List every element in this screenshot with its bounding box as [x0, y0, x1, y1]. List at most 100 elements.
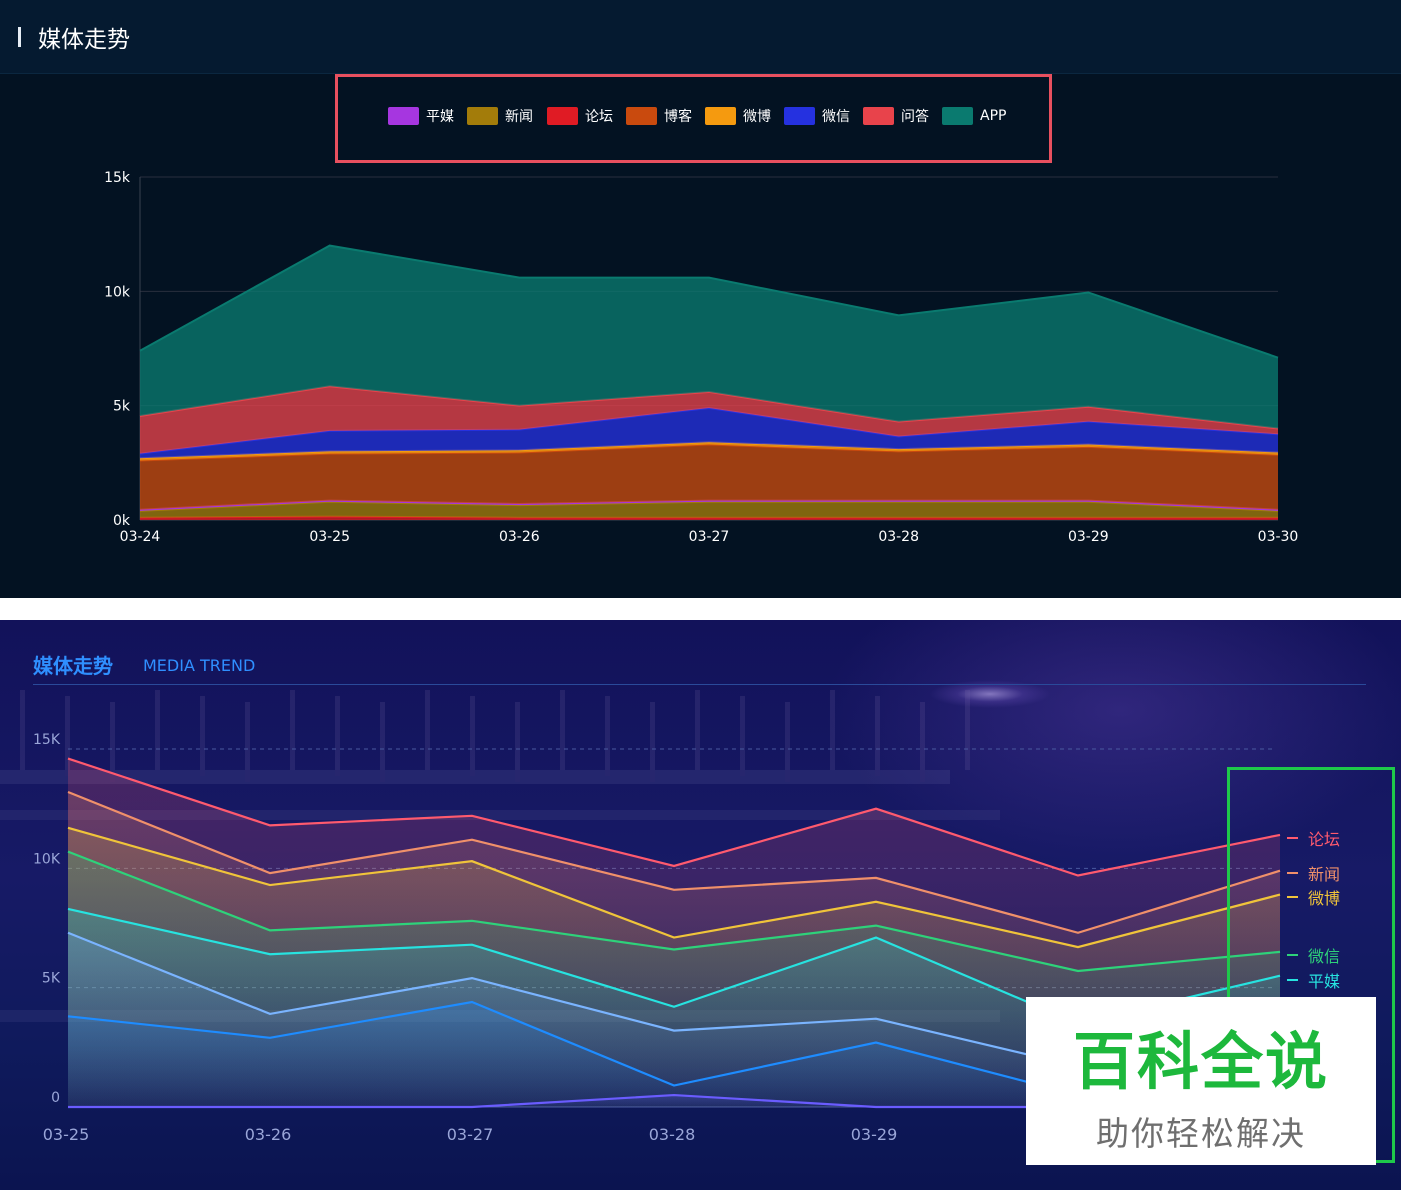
- legend-dash: [1287, 896, 1298, 898]
- y-tick-label: 5K: [42, 971, 61, 987]
- legend-label: 微博: [743, 109, 771, 125]
- area-series-7: [68, 1095, 1280, 1107]
- line-微博: [67, 826, 1281, 949]
- bottom-title-divider: [33, 684, 1366, 685]
- legend-swatch: [626, 107, 657, 125]
- legend-item-新闻[interactable]: 新闻: [1287, 861, 1340, 885]
- x-tick-label: 03-28: [878, 529, 919, 545]
- watermark-tagline: 助你轻松解决: [1096, 1114, 1306, 1153]
- bottom-line-chart: 0 5K 10K 15K 03-25 03-26 03-27 03-28 03-29: [0, 690, 1281, 1144]
- x-tick-label: 03-25: [43, 1125, 90, 1144]
- building-pillar: [470, 696, 475, 776]
- legend-label: 平媒: [1308, 972, 1341, 991]
- legend-label: 新闻: [1308, 865, 1341, 884]
- legend-item-论坛[interactable]: 论坛: [547, 107, 613, 125]
- legend-label: APP: [980, 108, 1007, 124]
- building-pillar: [200, 696, 205, 776]
- y-tick-label: 0: [51, 1090, 60, 1106]
- area-问答: [140, 386, 1278, 454]
- x-tick-label: 03-25: [309, 529, 350, 545]
- x-tick-label: 03-29: [1068, 529, 1109, 545]
- building-pillar: [290, 690, 295, 770]
- legend-label: 微信: [822, 109, 850, 125]
- legend-swatch: [705, 107, 736, 125]
- legend-swatch: [388, 107, 419, 125]
- top-panel: 0k 5k 10k 15k 03-24 03-25 03-26 03-27 03-28 03-29…: [0, 0, 1401, 598]
- bottom-panel-subtitle: MEDIA TREND: [143, 656, 256, 675]
- x-tick-label: 03-29: [851, 1125, 898, 1144]
- watermark-brand: 百科全说: [1072, 1025, 1329, 1098]
- legend-dash: [1287, 954, 1298, 956]
- area-新闻: [140, 501, 1278, 518]
- legend-item-论坛[interactable]: 论坛: [1287, 826, 1340, 850]
- legend-label: 论坛: [585, 109, 613, 125]
- legend-label: 论坛: [1308, 830, 1341, 849]
- legend-swatch: [547, 107, 578, 125]
- top-panel-title: 媒体走势: [38, 27, 130, 53]
- y-tick-label: 0k: [113, 513, 131, 529]
- legend-item-微信[interactable]: 微信: [784, 107, 850, 125]
- line-APP: [139, 244, 1279, 359]
- x-tick-label: 03-30: [1258, 529, 1299, 545]
- legend-item-平媒[interactable]: 平媒: [1287, 968, 1340, 992]
- area-微信: [140, 407, 1278, 459]
- title-accent-bar: [18, 27, 21, 47]
- bottom-panel: 0 5K 10K 15K 03-25 03-26 03-27 03-28 03-29 媒体走势 …: [0, 620, 1401, 1190]
- legend-item-博客[interactable]: 博客: [626, 107, 692, 125]
- legend-item-APP[interactable]: APP: [942, 107, 1006, 125]
- y-tick-label: 5k: [113, 399, 131, 415]
- building-band: [0, 810, 1000, 820]
- building-pillar: [245, 702, 250, 782]
- bottom-panel-title: 媒体走势: [33, 654, 113, 678]
- x-tick-label: 03-24: [120, 529, 161, 545]
- top-stacked-area-chart: 0k 5k 10k 15k 03-24 03-25 03-26 03-27 03-28 03-29…: [104, 170, 1299, 545]
- building-pillar: [515, 702, 520, 782]
- line-微信: [67, 850, 1281, 973]
- legend-dash: [1287, 872, 1298, 874]
- building-pillar: [650, 702, 655, 782]
- legend-item-微信[interactable]: 微信: [1287, 943, 1340, 967]
- legend-swatch: [467, 107, 498, 125]
- x-tick-label: 03-26: [245, 1125, 292, 1144]
- y-tick-label: 10k: [104, 284, 131, 300]
- x-tick-label: 03-26: [499, 529, 540, 545]
- legend-label: 问答: [901, 109, 929, 125]
- legend-item-平媒[interactable]: 平媒: [388, 107, 454, 125]
- building-pillar: [965, 690, 970, 770]
- building-pillar: [605, 696, 610, 776]
- legend-dash: [1287, 979, 1298, 981]
- building-pillar: [785, 702, 790, 782]
- legend-swatch: [863, 107, 894, 125]
- building-pillar: [830, 690, 835, 770]
- legend-label: 平媒: [426, 109, 454, 125]
- legend-swatch: [784, 107, 815, 125]
- building-pillar: [380, 702, 385, 782]
- x-tick-label: 03-28: [649, 1125, 696, 1144]
- top-header: 媒体走势: [0, 0, 1401, 74]
- y-tick-label: 15k: [104, 170, 131, 186]
- area-APP: [140, 245, 1278, 429]
- x-tick-label: 03-27: [447, 1125, 494, 1144]
- legend-item-问答[interactable]: 问答: [863, 107, 929, 125]
- building-pillar: [740, 696, 745, 776]
- legend-item-新闻[interactable]: 新闻: [467, 107, 533, 125]
- y-tick-label: 15K: [33, 732, 61, 748]
- building-roof: [0, 770, 950, 784]
- building-pillar: [875, 696, 880, 776]
- line-新闻: [139, 500, 1279, 512]
- line-论坛: [67, 757, 1281, 877]
- building-pillar: [425, 690, 430, 770]
- legend-item-微博[interactable]: 微博: [1287, 885, 1340, 909]
- y-tick-label: 10K: [33, 851, 61, 867]
- x-tick-label: 03-27: [689, 529, 730, 545]
- building-pillar: [20, 690, 25, 770]
- legend-label: 新闻: [505, 109, 533, 125]
- building-pillar: [110, 702, 115, 782]
- building-pillar: [335, 696, 340, 776]
- line-新闻: [67, 790, 1281, 934]
- building-pillar: [920, 702, 925, 782]
- legend-swatch: [942, 107, 973, 125]
- building-pillar: [560, 690, 565, 770]
- building-pillar: [155, 690, 160, 770]
- legend-item-微博[interactable]: 微博: [705, 107, 771, 125]
